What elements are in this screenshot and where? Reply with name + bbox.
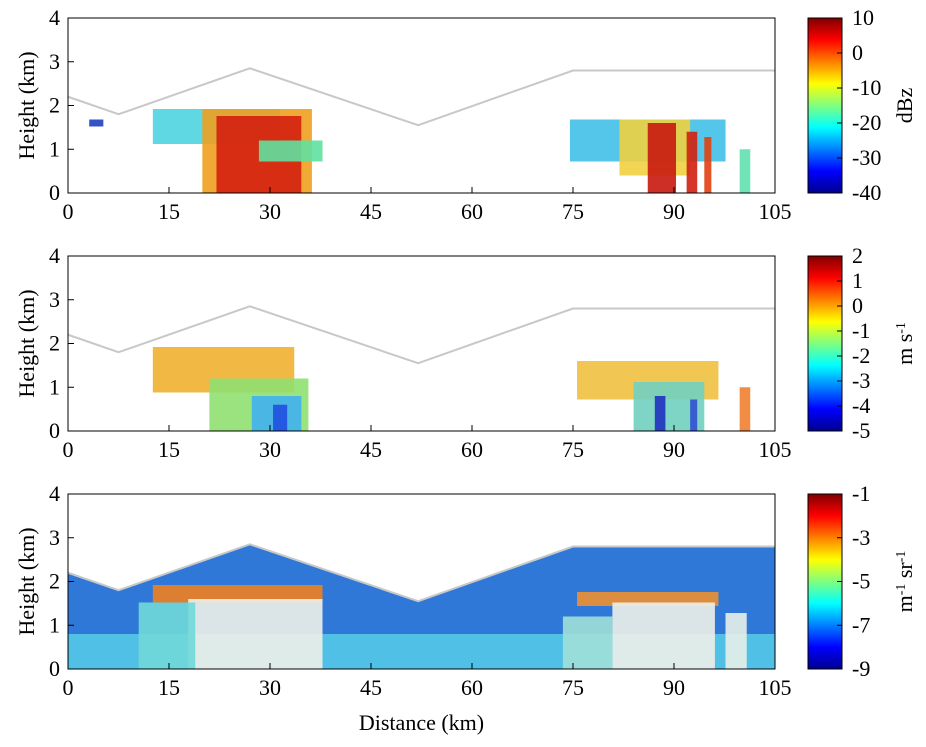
y-tick-label: 1 — [49, 136, 60, 161]
colorbar-tick-label: -7 — [852, 612, 870, 637]
colorbar-tick-label: -10 — [852, 75, 881, 100]
x-tick-label: 30 — [259, 675, 281, 700]
colorbar-tick-label: 10 — [852, 5, 874, 30]
colorbar-label-part: sr — [892, 562, 917, 584]
y-tick-label: 1 — [49, 374, 60, 399]
field-patch — [89, 119, 104, 127]
y-tick-label: 0 — [49, 656, 60, 681]
x-tick-label: 90 — [663, 199, 685, 224]
x-tick-label: 60 — [461, 675, 483, 700]
colorbar-tick-label: -4 — [852, 393, 870, 418]
colorbar-tick-label: -9 — [852, 656, 870, 681]
colorbar-label-part: m s — [892, 334, 917, 365]
colorbar-tick-label: -3 — [852, 368, 870, 393]
field-patch — [704, 137, 712, 193]
field-patch — [258, 140, 323, 162]
x-tick-label: 0 — [63, 199, 74, 224]
x-tick-label: 0 — [63, 675, 74, 700]
colorbar-tick-label: -20 — [852, 110, 881, 135]
flight-track — [67, 543, 775, 603]
colorbar-tick-label: 0 — [852, 293, 863, 318]
x-tick-label: 105 — [759, 437, 792, 462]
y-tick-label: 4 — [49, 5, 60, 30]
field-patch — [612, 602, 715, 669]
field-patch — [647, 123, 677, 193]
colorbar-tick-label: 1 — [852, 268, 863, 293]
x-tick-label: 60 — [461, 437, 483, 462]
colorbar-tick-label: -5 — [852, 569, 870, 594]
y-tick-label: 2 — [49, 93, 60, 118]
colorbar-label-part: -1 — [894, 322, 909, 334]
x-tick-label: 30 — [259, 437, 281, 462]
y-tick-label: 3 — [49, 49, 60, 74]
x-tick-label: 45 — [360, 437, 382, 462]
colorbar-tick-label: -1 — [852, 318, 870, 343]
colorbar-label: dBz — [892, 88, 917, 124]
colorbar-tick-label: -40 — [852, 180, 881, 205]
colorbar-label-part: -1 — [894, 551, 909, 563]
x-tick-label: 30 — [259, 199, 281, 224]
x-tick-label: 75 — [562, 437, 584, 462]
y-axis-label: Height (km) — [14, 527, 39, 635]
field-patch — [739, 387, 751, 431]
field-patch — [138, 602, 196, 669]
colorbar — [807, 17, 843, 194]
field-patch — [562, 616, 613, 669]
x-tick-label: 60 — [461, 199, 483, 224]
colorbar-tick-label: -3 — [852, 525, 870, 550]
y-tick-label: 0 — [49, 180, 60, 205]
field-patch — [188, 599, 323, 669]
colorbar-tick-label: 0 — [852, 40, 863, 65]
field-patch — [725, 613, 747, 669]
colorbar-label-part: -1 — [894, 584, 909, 596]
colorbar-tick-label: -5 — [852, 418, 870, 443]
panel: 0 15 30 45 60 75 90 105 0 1 2 3 4 Height (km) -40 -30 -2… — [14, 5, 917, 224]
colorbar-label-part: m — [892, 595, 917, 612]
x-tick-label: 75 — [562, 675, 584, 700]
colorbar-label: m-1 sr-1 — [892, 551, 917, 613]
x-tick-label: 15 — [158, 437, 180, 462]
x-tick-label: 90 — [663, 675, 685, 700]
colorbar — [807, 255, 843, 432]
field-patch — [152, 585, 323, 603]
field-patch — [654, 396, 666, 431]
colorbar-label: m s-1 — [892, 322, 917, 365]
y-axis-label: Height (km) — [14, 51, 39, 159]
y-axis-label: Height (km) — [14, 289, 39, 397]
x-tick-label: 15 — [158, 675, 180, 700]
field-patch — [686, 131, 698, 193]
colorbar-label-part: dBz — [892, 88, 917, 124]
field-patch — [273, 404, 288, 431]
y-tick-label: 3 — [49, 525, 60, 550]
x-tick-label: 45 — [360, 675, 382, 700]
y-tick-label: 3 — [49, 287, 60, 312]
field-patch — [690, 399, 698, 431]
colorbar-tick-label: -1 — [852, 481, 870, 506]
x-tick-label: 45 — [360, 199, 382, 224]
colorbar-tick-label: 2 — [852, 243, 863, 268]
x-axis-label: Distance (km) — [359, 710, 484, 735]
y-tick-label: 1 — [49, 612, 60, 637]
flight-track — [67, 305, 775, 365]
colorbar-tick-label: -2 — [852, 343, 870, 368]
x-tick-label: 105 — [759, 675, 792, 700]
x-tick-label: 15 — [158, 199, 180, 224]
x-tick-label: 75 — [562, 199, 584, 224]
y-tick-label: 4 — [49, 243, 60, 268]
panel: 0 15 30 45 60 75 90 105 0 1 2 3 4 Height (km) Distance… — [14, 481, 917, 735]
y-tick-label: 2 — [49, 569, 60, 594]
colorbar — [807, 493, 843, 670]
flight-track — [67, 67, 775, 127]
x-tick-label: 0 — [63, 437, 74, 462]
y-tick-label: 4 — [49, 481, 60, 506]
y-tick-label: 2 — [49, 331, 60, 356]
colorbar-tick-label: -30 — [852, 145, 881, 170]
y-tick-label: 0 — [49, 418, 60, 443]
x-tick-label: 90 — [663, 437, 685, 462]
x-tick-label: 105 — [759, 199, 792, 224]
field-patch — [739, 149, 751, 193]
